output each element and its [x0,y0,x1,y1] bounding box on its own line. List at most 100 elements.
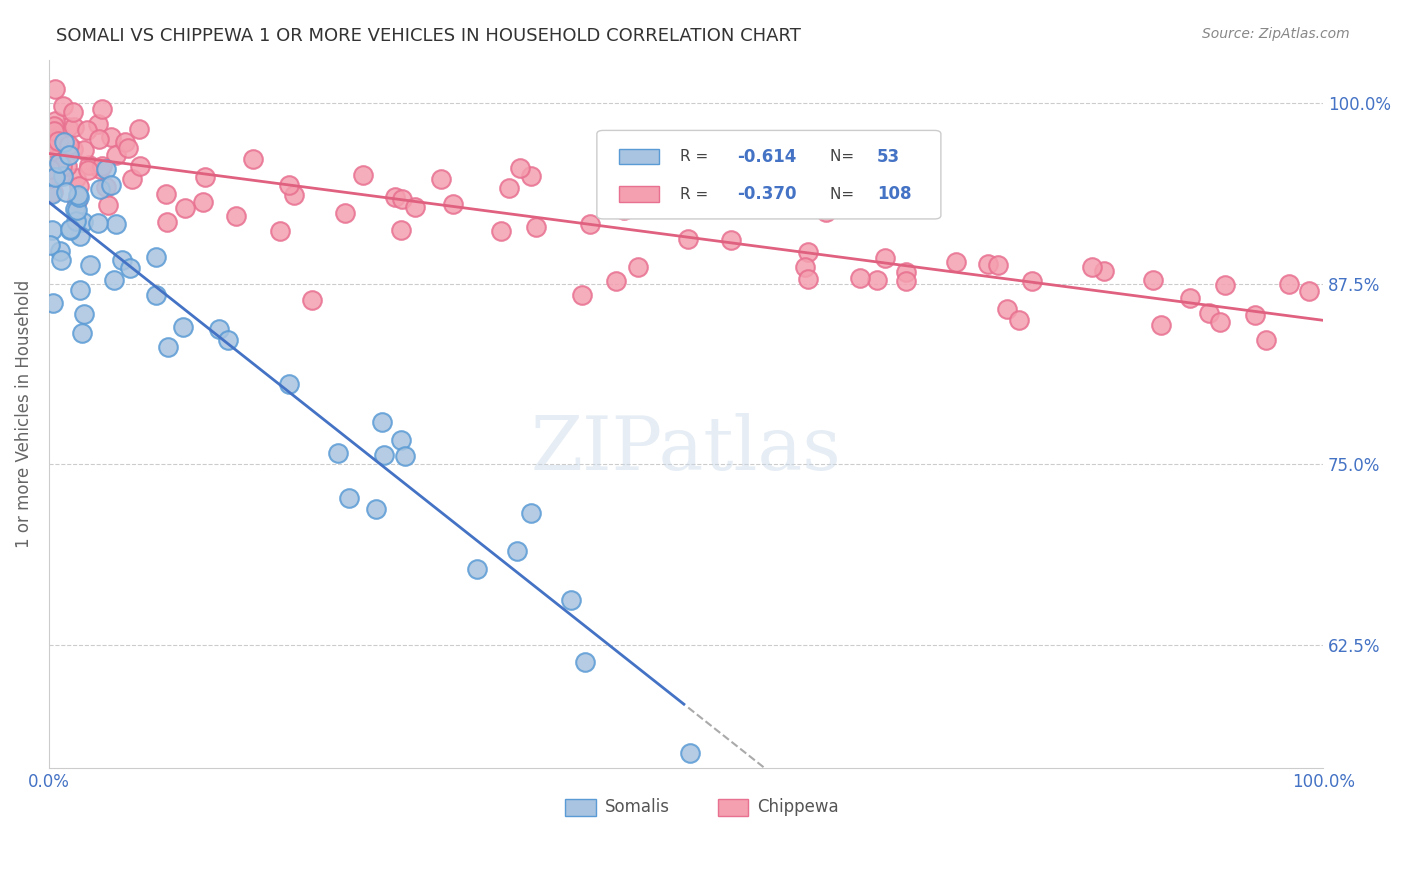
Point [49,252,72,267]
Text: N=: N= [830,149,859,164]
Point [66,202,89,217]
Point [39,237,62,252]
Point [814,205,837,219]
Point [65,213,87,227]
Point [389,433,412,447]
Point [371,415,394,429]
Point [44,132,66,146]
Point [945,255,967,269]
Point [46,137,69,152]
Point [41,223,63,237]
Point [70,326,93,340]
Point [39,162,62,177]
Point [849,271,872,285]
Point [987,258,1010,272]
Point [579,217,602,231]
Point [1243,308,1265,322]
Point [44,169,66,184]
Point [1298,285,1320,299]
Text: SOMALI VS CHIPPEWA 1 OR MORE VEHICLES IN HOUSEHOLD CORRELATION CHART: SOMALI VS CHIPPEWA 1 OR MORE VEHICLES IN… [56,27,801,45]
Point [277,377,299,392]
Point [1256,334,1278,348]
Text: ZIPatlas: ZIPatlas [530,413,841,485]
Point [335,206,357,220]
Point [66,194,89,208]
Text: Source: ZipAtlas.com: Source: ZipAtlas.com [1202,27,1350,41]
Point [520,169,543,184]
Point [702,182,724,196]
Text: 53: 53 [877,147,900,166]
Point [797,244,820,259]
Point [373,449,395,463]
Point [866,272,889,286]
Point [105,217,128,231]
Point [67,190,90,204]
Point [59,222,82,236]
Point [76,123,98,137]
Point [44,114,66,128]
Point [48,128,70,142]
Point [678,232,700,246]
Point [59,223,82,237]
Point [39,135,62,149]
Text: N=: N= [830,186,859,202]
Point [384,190,406,204]
Point [66,188,89,202]
Point [41,295,63,310]
Point [1081,260,1104,275]
Point [441,196,464,211]
Point [63,120,86,134]
Point [41,186,63,201]
Point [69,229,91,244]
Point [509,161,531,175]
Point [613,202,636,217]
Point [679,747,702,761]
Point [225,209,247,223]
Point [44,81,66,95]
Point [100,178,122,193]
Point [128,121,150,136]
Point [39,144,62,158]
Bar [619,149,659,164]
Point [62,142,84,156]
Point [155,186,177,201]
Point [875,251,897,265]
Point [42,119,65,133]
Point [156,215,179,229]
Text: -0.614: -0.614 [737,147,796,166]
Point [574,655,596,669]
Point [73,307,96,321]
Point [89,132,111,146]
Point [121,172,143,186]
Point [79,258,101,272]
Point [46,135,69,149]
Text: Somalis: Somalis [605,797,669,815]
Point [90,103,112,117]
Point [337,491,360,505]
Point [87,216,110,230]
Point [1278,277,1301,292]
Point [208,322,231,336]
Point [51,159,73,173]
Point [94,180,117,194]
Point [48,169,70,183]
Point [172,319,194,334]
Point [489,224,512,238]
Point [498,181,520,195]
Point [524,220,547,235]
Point [39,149,62,163]
Point [110,253,132,268]
Point [145,250,167,264]
Point [117,141,139,155]
Point [894,274,917,288]
Point [217,333,239,347]
Point [352,168,374,182]
Point [1008,312,1031,326]
Point [394,449,416,463]
Point [42,124,65,138]
Y-axis label: 1 or more Vehicles in Household: 1 or more Vehicles in Household [15,279,32,548]
Point [39,169,62,183]
Point [794,260,817,275]
Point [191,195,214,210]
Point [157,340,180,354]
